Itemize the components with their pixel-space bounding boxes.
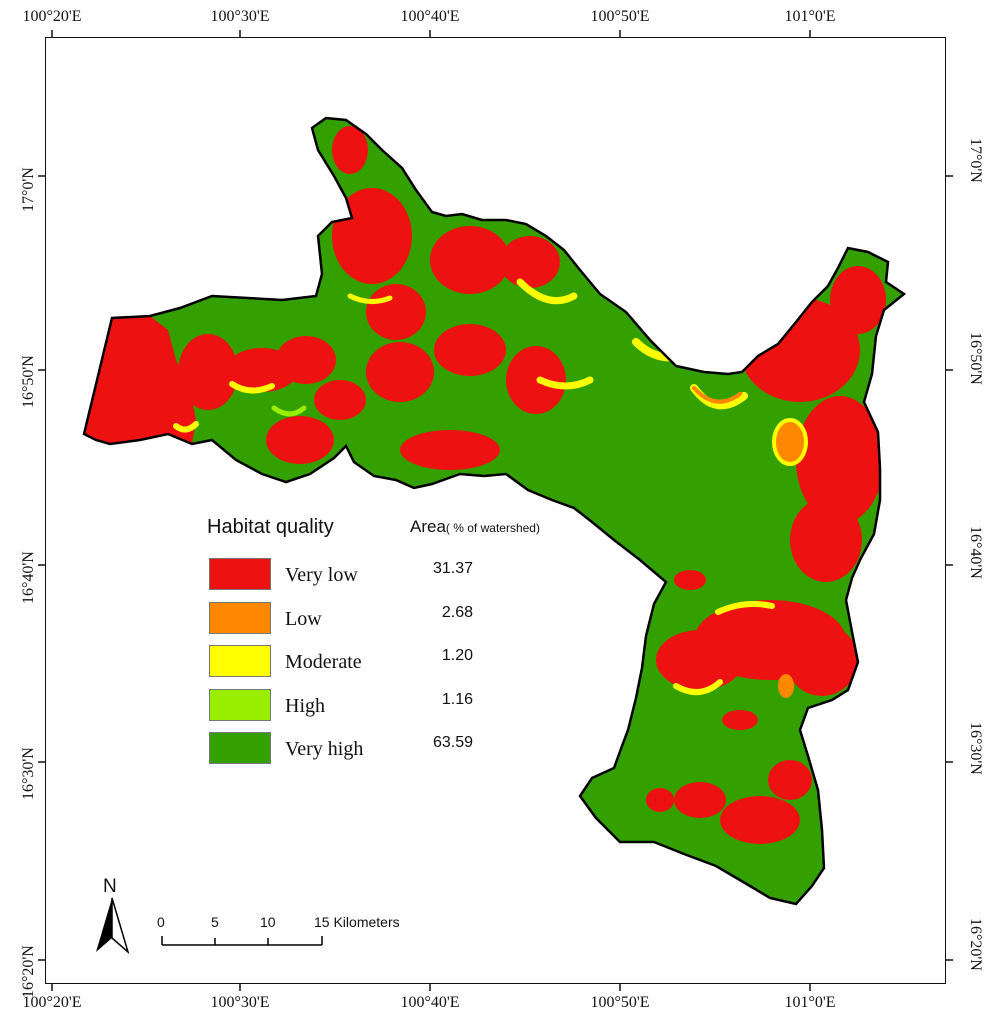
area-column-title: Area( % of watershed) [410, 517, 540, 537]
scale-bar [161, 936, 323, 946]
scale-unit: Kilometers [333, 914, 400, 930]
area-unit-text: ( % of watershed) [445, 521, 540, 535]
legend-value: 1.16 [441, 691, 473, 708]
legend-value: 2.68 [441, 604, 473, 621]
right-tick-4: 16°30'N [967, 722, 984, 775]
bottom-tick-4: 100°50'E [590, 994, 650, 1011]
left-tick-1: 17°0'N [20, 167, 37, 212]
right-tick-3: 16°40'N [967, 526, 984, 579]
legend-label: Moderate [285, 651, 362, 673]
left-tick-2: 16°50'N [20, 355, 37, 408]
right-tick-1: 17°0'N [967, 138, 984, 183]
left-tick-4: 16°30'N [20, 747, 37, 800]
legend-swatch [209, 645, 271, 677]
scale-tick-10: 10 [260, 914, 276, 930]
left-tick-5: 16°20'N [20, 945, 37, 998]
legend-value: 31.37 [432, 560, 473, 577]
habitat-raster [84, 118, 904, 904]
legend-swatch [209, 732, 271, 764]
bottom-tick-1: 100°20'E [22, 994, 82, 1011]
legend-value: 1.20 [441, 647, 473, 664]
top-tick-5: 101°0'E [784, 8, 836, 25]
north-arrow-icon [96, 897, 130, 955]
scale-tick-5: 5 [211, 914, 219, 930]
legend-label: Very high [285, 738, 364, 760]
top-tick-3: 100°40'E [400, 8, 460, 25]
scale-last-tick: 15 [314, 914, 330, 930]
bottom-tick-5: 101°0'E [784, 994, 836, 1011]
north-label: N [103, 876, 117, 897]
right-tick-2: 16°50'N [967, 332, 984, 385]
legend-swatch [209, 602, 271, 634]
legend-label: High [285, 695, 325, 717]
legend-label: Low [285, 608, 322, 630]
legend-value: 63.59 [432, 734, 473, 751]
top-tick-4: 100°50'E [590, 8, 650, 25]
legend-swatch [209, 558, 271, 590]
top-tick-2: 100°30'E [210, 8, 270, 25]
legend-title: Habitat quality [207, 516, 334, 538]
left-tick-3: 16°40'N [20, 551, 37, 604]
scale-tick-0: 0 [157, 914, 165, 930]
bottom-tick-2: 100°30'E [210, 994, 270, 1011]
bottom-tick-3: 100°40'E [400, 994, 460, 1011]
right-tick-5: 16°20'N [967, 918, 984, 971]
area-title-text: Area [410, 517, 446, 536]
graticule-ticks [38, 30, 953, 991]
legend-label: Very low [285, 564, 358, 586]
scale-tick-15: 15 Kilometers [314, 914, 400, 930]
legend-swatch [209, 689, 271, 721]
top-tick-1: 100°20'E [22, 8, 82, 25]
